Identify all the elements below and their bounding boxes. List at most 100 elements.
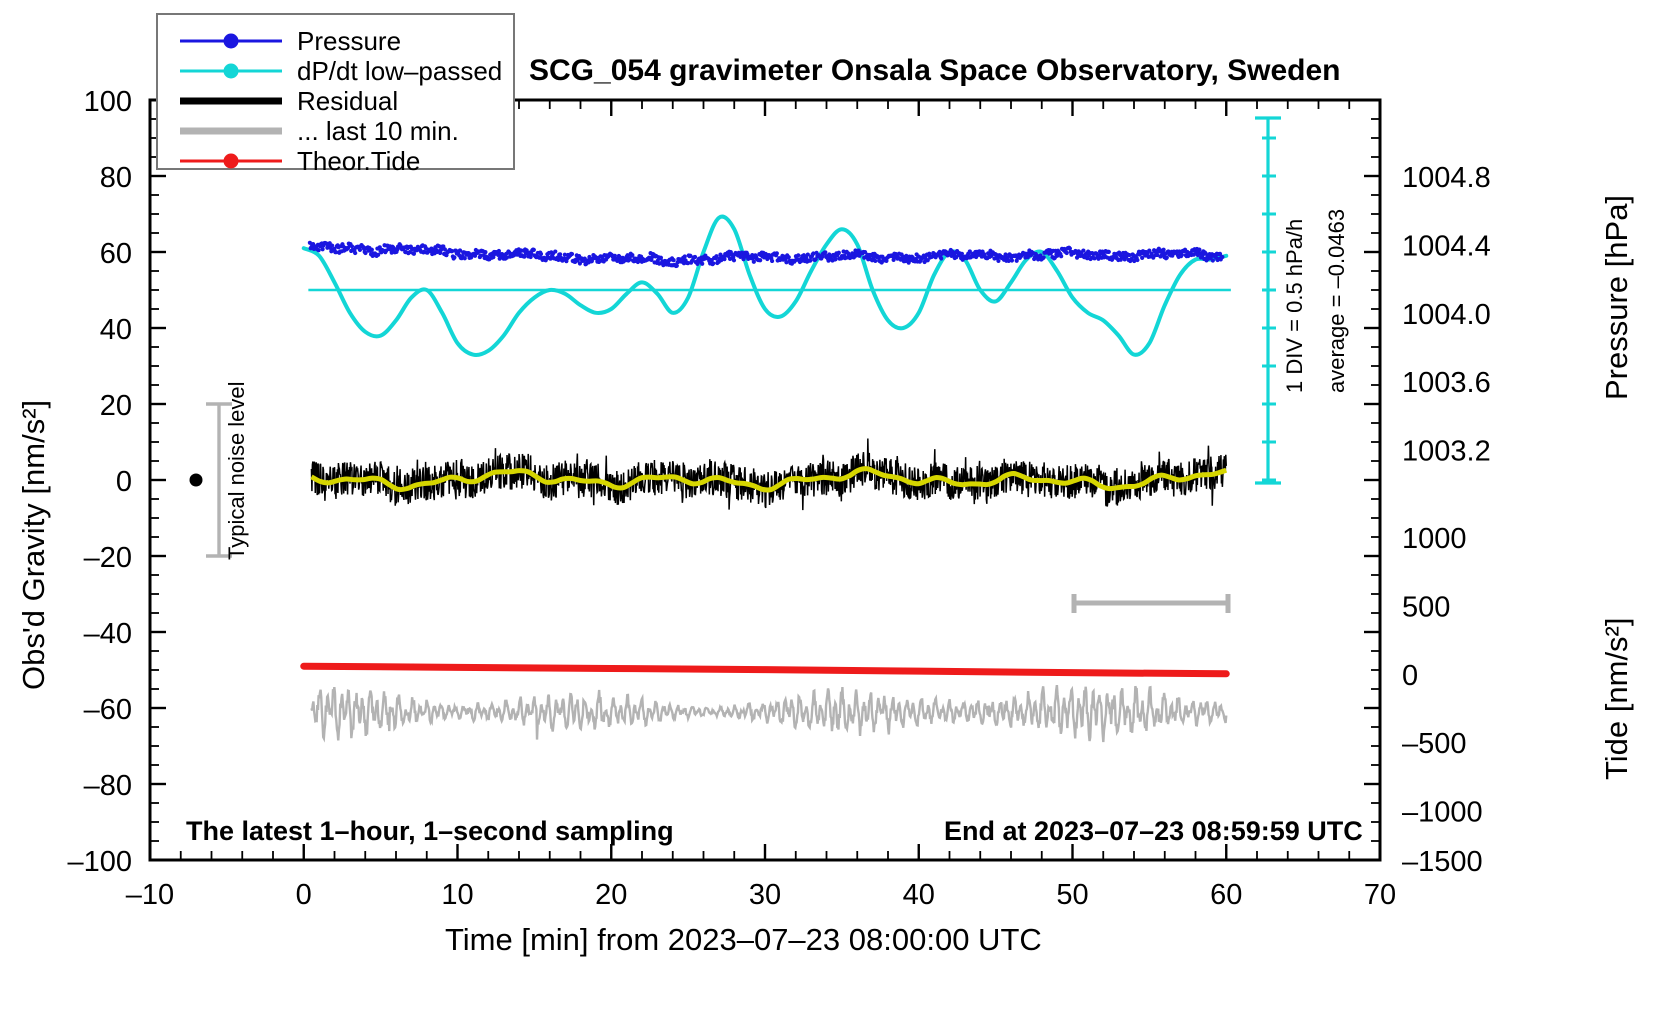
pressure-point	[722, 256, 727, 262]
y-left-tick-label: –40	[84, 618, 132, 650]
footer-left-label: The latest 1–hour, 1–second sampling	[186, 816, 674, 846]
pressure-point	[658, 255, 664, 260]
y-left-tick-label: 40	[100, 314, 132, 346]
pressure-point	[504, 255, 509, 260]
pressure-point	[873, 258, 878, 264]
pressure-point	[808, 258, 813, 263]
scale-div-label: 1 DIV = 0.5 hPa/h	[1282, 219, 1307, 393]
pressure-point	[811, 251, 816, 256]
pressure-point	[389, 250, 394, 255]
pressure-point	[376, 252, 381, 257]
pressure-point	[496, 248, 502, 254]
pressure-point	[1067, 246, 1072, 251]
pressure-point	[442, 247, 448, 252]
pressure-point	[1179, 252, 1184, 257]
y-right-ticks	[1364, 98, 1380, 862]
x-axis-title: Time [min] from 2023–07–23 08:00:00 UTC	[445, 922, 1042, 957]
legend-item-theor-tide[interactable]: Theor.Tide	[180, 146, 420, 176]
pressure-point	[411, 251, 417, 256]
pressure-point	[774, 251, 779, 256]
pressure-point	[357, 247, 363, 253]
pressure-point	[692, 254, 698, 260]
pressure-point	[1147, 248, 1152, 253]
y-right-pressure-title: Pressure [hPa]	[1599, 195, 1634, 400]
x-tick-label: 40	[903, 879, 935, 911]
pressure-point	[884, 258, 889, 264]
pressure-point	[906, 260, 911, 265]
pressure-point	[407, 249, 413, 255]
pressure-point	[1127, 252, 1132, 258]
y-tide-tick-label: 0	[1402, 660, 1418, 692]
legend-swatch-marker	[223, 153, 239, 169]
y-right-pressure-labels: 1004.8 1004.4 1004.0 1003.6 1003.2	[1402, 162, 1491, 468]
pressure-point	[625, 253, 630, 258]
pressure-point	[992, 256, 997, 261]
pressure-point	[805, 252, 810, 257]
x-tick-label: 60	[1210, 879, 1242, 911]
x-tick-label: 10	[441, 879, 473, 911]
dpdt-scale-bar	[1255, 116, 1281, 485]
noise-center-dot	[189, 473, 203, 487]
y-left-tick-label: –20	[84, 542, 132, 574]
pressure-point	[1074, 255, 1080, 260]
pressure-point	[478, 253, 483, 258]
y-right-tide-title: Tide [nm/s²]	[1599, 618, 1634, 781]
legend-item-pressure[interactable]: Pressure	[180, 26, 401, 56]
y-left-tick-label: –60	[84, 694, 132, 726]
x-tick-label: 20	[595, 879, 627, 911]
pressure-point	[472, 253, 478, 258]
pressure-point	[729, 252, 734, 257]
pressure-point	[714, 254, 719, 259]
legend-swatch-marker	[223, 33, 239, 49]
pressure-point	[316, 248, 321, 253]
pressure-point	[674, 263, 679, 268]
pressure-point	[538, 251, 544, 257]
pressure-point	[967, 249, 972, 254]
pressure-point	[1132, 258, 1137, 264]
pressure-point	[711, 261, 716, 266]
x-tick-label: 50	[1056, 879, 1088, 911]
series-residual-smoothed	[310, 466, 1228, 493]
pressure-point	[369, 247, 374, 252]
pressure-point	[1081, 248, 1086, 253]
pressure-point	[671, 258, 676, 263]
pressure-point	[353, 250, 358, 256]
pressure-point	[731, 258, 737, 263]
legend-item-residual[interactable]: Residual	[180, 86, 398, 116]
legend-label: Residual	[297, 86, 398, 116]
pressure-point	[457, 248, 463, 253]
pressure-point	[449, 249, 455, 254]
pressure-point	[786, 255, 791, 260]
pressure-point	[688, 253, 693, 258]
pressure-point	[553, 249, 558, 254]
pressure-point	[1164, 255, 1169, 260]
pressure-point	[452, 255, 457, 260]
pressure-point	[531, 247, 536, 252]
y-left-tick-label: 60	[100, 238, 132, 270]
pressure-point	[1085, 256, 1090, 261]
y-left-tick-label: 80	[100, 162, 132, 194]
x-tick-label: –10	[126, 879, 174, 911]
legend-item-last-10-min[interactable]: ... last 10 min.	[180, 116, 459, 146]
pressure-point	[1059, 254, 1064, 259]
pressure-point	[1203, 251, 1208, 256]
y-tide-tick-label: 1000	[1402, 523, 1467, 555]
pressure-point	[1220, 254, 1225, 260]
pressure-point	[557, 252, 563, 257]
pressure-point	[939, 256, 944, 261]
pressure-point	[758, 258, 763, 263]
pressure-point	[804, 255, 809, 260]
pressure-point	[1009, 258, 1015, 263]
pressure-point	[617, 254, 622, 260]
y-tide-tick-label: –1000	[1402, 797, 1483, 829]
legend-item-dp-dt-low-passed[interactable]: dP/dt low–passed	[180, 56, 502, 86]
typical-noise-marker: Typical noise level	[189, 381, 249, 560]
x-tick-label: 30	[749, 879, 781, 911]
legend-label: Theor.Tide	[297, 146, 420, 176]
pressure-point	[562, 252, 567, 257]
legend-label: dP/dt low–passed	[297, 56, 502, 86]
legend-swatch-marker	[223, 63, 239, 79]
y-tide-tick-label: –1500	[1402, 846, 1483, 878]
pressure-point	[770, 258, 775, 264]
